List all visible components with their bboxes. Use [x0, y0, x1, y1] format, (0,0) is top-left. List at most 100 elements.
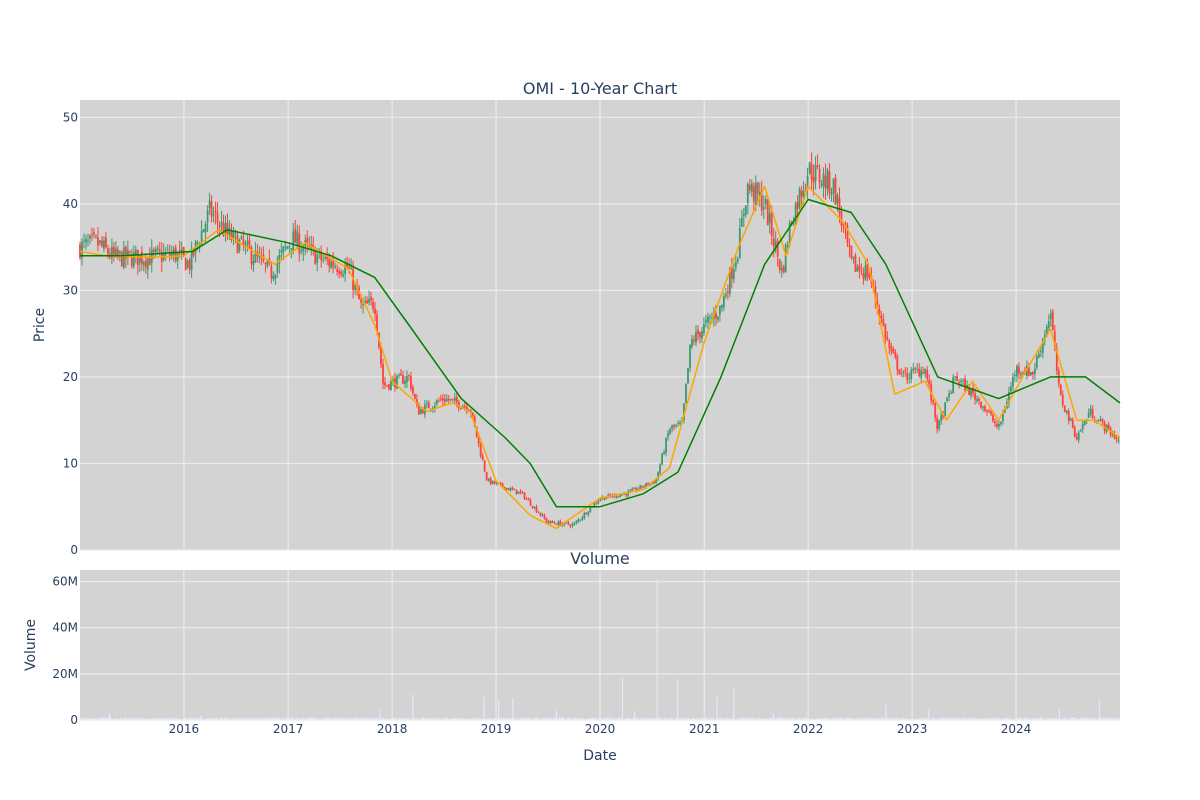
candle [372, 297, 374, 313]
volume-bar [509, 718, 511, 720]
candle-body [625, 493, 628, 496]
volume-bar [903, 718, 905, 720]
volume-bar [148, 719, 150, 720]
candle-body [489, 478, 492, 484]
volume-bar [164, 718, 166, 720]
volume-bar [353, 717, 355, 720]
volume-bar [248, 718, 250, 720]
volume-bar [268, 717, 270, 720]
volume-bar [384, 718, 386, 720]
candle [705, 314, 707, 328]
volume-bar [1071, 717, 1073, 720]
volume-bar [456, 717, 458, 720]
volume-bar [135, 718, 137, 720]
price-y-tick-label: 30 [63, 283, 78, 297]
candle-body [938, 420, 941, 429]
volume-bar [981, 717, 983, 720]
candle-body [312, 244, 315, 248]
volume-bar [492, 719, 494, 720]
candle-body [1027, 365, 1030, 376]
volume-bar [1038, 718, 1040, 720]
candle [535, 504, 538, 514]
volume-bar [610, 719, 612, 720]
candle-body [390, 381, 392, 391]
volume-bar [457, 718, 459, 720]
volume-bar [784, 719, 786, 720]
volume-bar [140, 718, 142, 720]
candle-body [358, 287, 360, 300]
candle [621, 494, 624, 496]
candle [780, 261, 783, 278]
volume-bar [469, 718, 471, 720]
volume-bar [123, 718, 125, 720]
volume-bar [662, 718, 664, 720]
volume-bar [659, 718, 661, 720]
volume-bar [865, 719, 867, 720]
volume-bar [285, 718, 287, 720]
volume-bar [792, 718, 794, 720]
candle [521, 490, 524, 495]
volume-bar [149, 718, 151, 720]
volume-bar [874, 718, 876, 720]
volume-bar [1026, 717, 1028, 720]
volume-bar [832, 717, 834, 720]
candle-body [551, 521, 554, 523]
volume-bar [632, 718, 634, 720]
volume-bar [485, 719, 487, 720]
candle [1031, 371, 1034, 380]
candle [617, 495, 620, 498]
volume-bar [608, 717, 610, 720]
candle-body [724, 294, 727, 297]
volume-bar [812, 718, 814, 720]
candle-body [435, 400, 438, 405]
volume-bar [819, 719, 821, 720]
candle-body [1099, 419, 1102, 421]
volume-bar [915, 719, 917, 720]
candle-body [716, 316, 719, 320]
volume-bar [672, 717, 674, 720]
volume-bar [426, 717, 428, 720]
volume-bar [327, 717, 329, 720]
candle [400, 369, 402, 376]
volume-bar [1063, 717, 1065, 720]
volume-bar [1065, 717, 1067, 720]
volume-bar [990, 718, 992, 720]
volume-bar [266, 717, 268, 720]
volume-bar [481, 718, 483, 720]
volume-bar [377, 719, 379, 720]
candle-body [190, 248, 193, 271]
candle-body [854, 255, 857, 272]
volume-bar [199, 719, 201, 720]
candle-body [667, 433, 669, 438]
volume-bar [416, 718, 418, 720]
volume-bar [410, 719, 412, 720]
volume-bar [293, 718, 295, 720]
candle-body [826, 169, 829, 190]
candle-body [776, 240, 779, 257]
volume-bar [875, 718, 877, 720]
candle-body [846, 225, 849, 244]
volume-bar [746, 718, 748, 720]
volume-bar [820, 718, 822, 720]
volume-bar [407, 718, 409, 720]
volume-bar [706, 718, 708, 720]
candle-body [1071, 419, 1074, 428]
volume-bar [970, 718, 972, 720]
volume-bar [809, 718, 811, 720]
candle-body [368, 298, 370, 303]
candle [425, 399, 428, 409]
volume-bar [994, 718, 996, 720]
volume-bar [715, 719, 717, 720]
volume-spike-bar [677, 679, 679, 720]
candle-body [848, 244, 851, 248]
candle-body [150, 249, 153, 263]
volume-spike-bar [555, 710, 558, 720]
volume-bar [988, 718, 990, 720]
candle-body [888, 340, 891, 349]
volume-bar [439, 719, 441, 720]
volume-bar [866, 718, 868, 720]
candle [774, 231, 777, 254]
candle-body [744, 205, 747, 216]
volume-bar [358, 719, 360, 720]
volume-bar [1021, 718, 1023, 720]
